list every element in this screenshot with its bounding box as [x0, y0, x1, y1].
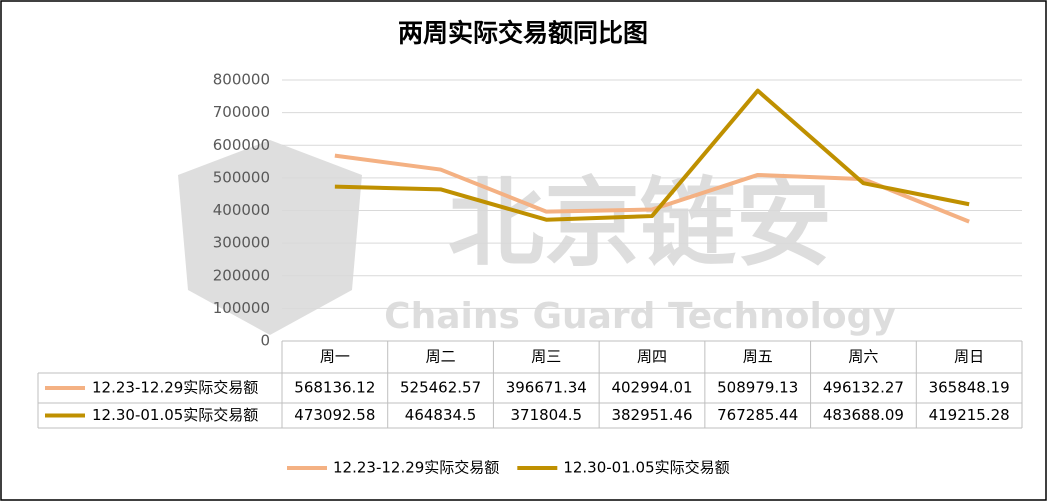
x-tick-label: 周四 [637, 348, 667, 366]
y-tick-label: 400000 [213, 201, 270, 219]
x-tick-label: 周一 [320, 348, 350, 366]
legend-label: 12.23-12.29实际交易额 [333, 459, 499, 477]
legend-label: 12.30-01.05实际交易额 [563, 459, 729, 477]
table-value: 568136.12 [294, 379, 375, 397]
x-tick-label: 周日 [954, 348, 984, 366]
watermark: 北京链安 Chains Guard Technology [178, 140, 896, 337]
series-line [334, 153, 970, 224]
table-value: 525462.57 [400, 379, 481, 397]
y-tick-label: 0 [260, 332, 270, 350]
table-value: 365848.19 [929, 379, 1010, 397]
y-tick-label: 300000 [213, 234, 270, 252]
table-value: 767285.44 [717, 406, 798, 424]
y-tick-label: 500000 [213, 168, 270, 186]
table-value: 419215.28 [929, 406, 1010, 424]
table-value: 402994.01 [611, 379, 692, 397]
chart-title: 两周实际交易额同比图 [398, 19, 648, 48]
table-series-name: 12.23-12.29实际交易额 [92, 379, 258, 397]
watermark-title: 北京链安 [448, 167, 832, 279]
table-value: 508979.13 [717, 379, 798, 397]
y-tick-label: 100000 [213, 299, 270, 317]
table-value: 483688.09 [823, 406, 904, 424]
watermark-subtitle: Chains Guard Technology [384, 296, 896, 337]
watermark-logo [178, 140, 362, 335]
table-value: 473092.58 [294, 406, 375, 424]
y-tick-label: 200000 [213, 266, 270, 284]
table-series-name: 12.30-01.05实际交易额 [92, 406, 258, 424]
table-value: 496132.27 [823, 379, 904, 397]
table-value: 464834.5 [405, 406, 477, 424]
y-tick-label: 800000 [213, 71, 270, 89]
table-value: 371804.5 [510, 406, 582, 424]
y-tick-label: 700000 [213, 103, 270, 121]
table-value: 382951.46 [611, 406, 692, 424]
x-tick-label: 周二 [426, 348, 456, 366]
x-tick-label: 周五 [743, 348, 773, 366]
y-tick-label: 600000 [213, 136, 270, 154]
x-tick-label: 周三 [531, 348, 561, 366]
series-line [334, 88, 970, 222]
table-value: 396671.34 [506, 379, 587, 397]
x-tick-label: 周六 [848, 348, 878, 366]
